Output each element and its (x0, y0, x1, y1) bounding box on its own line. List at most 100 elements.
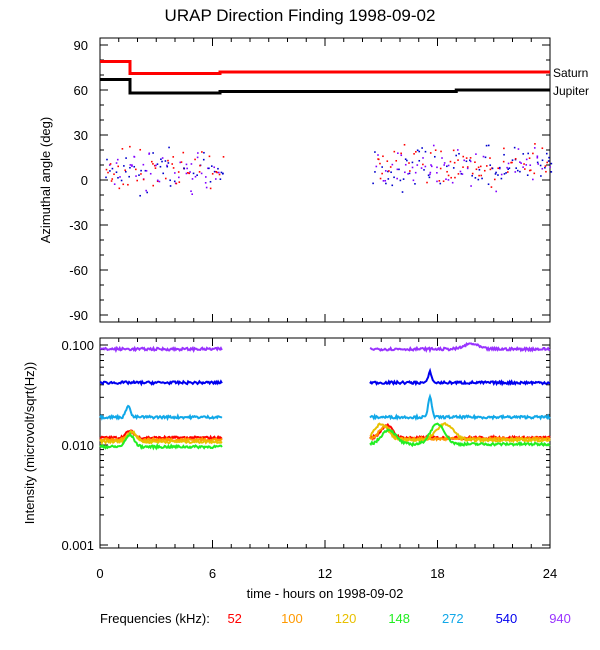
azimuth-point (541, 159, 544, 162)
azimuth-point (381, 172, 383, 175)
azimuth-point (171, 163, 174, 165)
azimuth-point (474, 161, 476, 164)
azimuth-point (172, 167, 175, 169)
series-line-272 (369, 393, 551, 421)
azimuth-point (456, 149, 459, 151)
azimuth-point (484, 156, 487, 159)
azimuth-point (451, 181, 454, 184)
azimuth-point (396, 177, 398, 180)
azimuth-point (156, 180, 159, 183)
azimuth-point (514, 157, 517, 160)
azimuth-point (549, 166, 551, 168)
azimuth-point (406, 159, 408, 162)
azimuth-point (408, 162, 410, 164)
azimuth-point (160, 158, 162, 161)
azimuth-point (459, 170, 462, 173)
x-axis-label: time - hours on 1998-09-02 (247, 586, 404, 601)
azimuth-point (218, 173, 221, 176)
azimuth-point (490, 186, 493, 188)
azimuth-point (140, 169, 142, 172)
azimuth-point (217, 171, 220, 174)
azimuth-point (215, 170, 218, 173)
x-tick-label: 6 (209, 566, 216, 581)
azimuth-point (205, 176, 207, 178)
azimuth-point (424, 165, 427, 168)
azimuth-point (471, 172, 474, 175)
azimuth-point (211, 173, 214, 175)
azimuth-point (469, 157, 472, 159)
legend-item-120: 120 (334, 611, 357, 626)
azimuth-point (446, 170, 448, 173)
azimuth-point (173, 180, 176, 183)
azimuth-point (191, 178, 194, 180)
azimuth-point (187, 172, 189, 174)
azimuth-point (475, 168, 478, 171)
azimuth-point (479, 165, 482, 168)
azimuth-point (482, 155, 485, 158)
azimuth-point (489, 168, 492, 171)
azimuth-point (105, 168, 108, 171)
azimuth-point (109, 163, 112, 165)
azimuth-point (511, 159, 514, 161)
azimuth-point (411, 161, 414, 164)
azimuth-point (213, 170, 216, 173)
azimuth-point (439, 167, 442, 170)
azimuth-point (497, 167, 499, 170)
azimuth-point (204, 182, 207, 184)
azimuth-point (526, 174, 529, 177)
azimuth-point (436, 172, 438, 174)
azimuth-point (432, 144, 435, 147)
azimuth-point (139, 148, 142, 151)
azimuth-point (541, 147, 544, 150)
azimuth-point (207, 167, 209, 170)
azimuth-point (436, 180, 438, 183)
azimuth-point (541, 167, 544, 170)
azimuth-point (449, 160, 452, 163)
azimuth-point (546, 161, 548, 164)
azimuth-point (166, 165, 169, 168)
y-tick-label: 30 (74, 128, 88, 143)
azimuth-point (142, 163, 145, 166)
azimuth-point (515, 167, 517, 169)
azimuth-point (396, 168, 399, 171)
azimuth-point (188, 172, 191, 175)
azimuth-point (148, 153, 150, 155)
series-line-940 (369, 341, 551, 354)
azimuth-point (441, 157, 443, 159)
azimuth-point (191, 193, 194, 195)
azimuth-point (489, 157, 491, 159)
azimuth-point (423, 169, 425, 171)
azimuth-point (214, 178, 217, 180)
azimuth-point (387, 170, 389, 173)
azimuth-point (527, 152, 529, 155)
azimuth-point (136, 179, 138, 182)
azimuth-point (178, 176, 180, 179)
azimuth-point (503, 173, 506, 175)
azimuth-point (411, 166, 414, 169)
top-panel-frame (99, 37, 551, 323)
azimuth-point (532, 178, 534, 181)
azimuth-point (409, 170, 411, 172)
azimuth-point (415, 151, 417, 153)
azimuth-point (172, 156, 175, 158)
frequency-legend: Frequencies (kHz): 52 100 120 148 272 54… (100, 611, 599, 626)
legend-item-272: 272 (441, 611, 464, 626)
azimuth-point (514, 171, 517, 173)
azimuth-point (167, 162, 170, 164)
azimuth-point (222, 172, 224, 175)
series-line-120 (369, 421, 551, 444)
azimuth-point (401, 191, 404, 193)
azimuth-point (115, 171, 118, 174)
azimuth-point (525, 164, 528, 166)
azimuth-point (462, 166, 464, 168)
azimuth-point (167, 159, 169, 162)
top-y-axis-label: Azimuthal angle (deg) (38, 117, 53, 243)
azimuth-point (462, 155, 465, 158)
azimuth-point (413, 153, 415, 155)
azimuth-point (198, 171, 201, 173)
azimuth-point (111, 167, 114, 170)
azimuth-point (119, 176, 121, 178)
azimuth-point (155, 164, 157, 167)
azimuth-point (194, 175, 197, 178)
azimuth-point (452, 149, 455, 152)
